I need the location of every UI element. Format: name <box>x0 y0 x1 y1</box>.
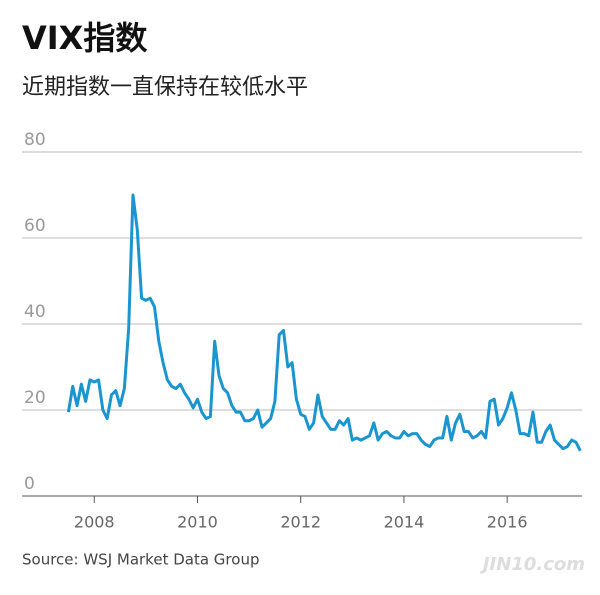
watermark: JIN10.com <box>480 554 585 575</box>
x-tick-label: 2014 <box>384 513 425 532</box>
x-tick-label: 2012 <box>280 513 321 532</box>
source: Source: WSJ Market Data Group <box>22 551 259 569</box>
y-tick-label: 40 <box>24 302 46 322</box>
x-tick-label: 2016 <box>487 513 528 532</box>
x-tick-label: 2010 <box>177 513 218 532</box>
y-tick-label: 20 <box>24 388 46 408</box>
y-tick-label: 0 <box>24 474 35 494</box>
x-tick-label: 2008 <box>74 513 115 532</box>
chart-title: VIX指数 <box>22 19 148 57</box>
data-line <box>66 193 582 452</box>
y-tick-label: 60 <box>24 216 46 236</box>
y-tick-label: 80 <box>24 130 46 150</box>
chart-subtitle: 近期指数一直保持在较低水平 <box>22 75 308 100</box>
